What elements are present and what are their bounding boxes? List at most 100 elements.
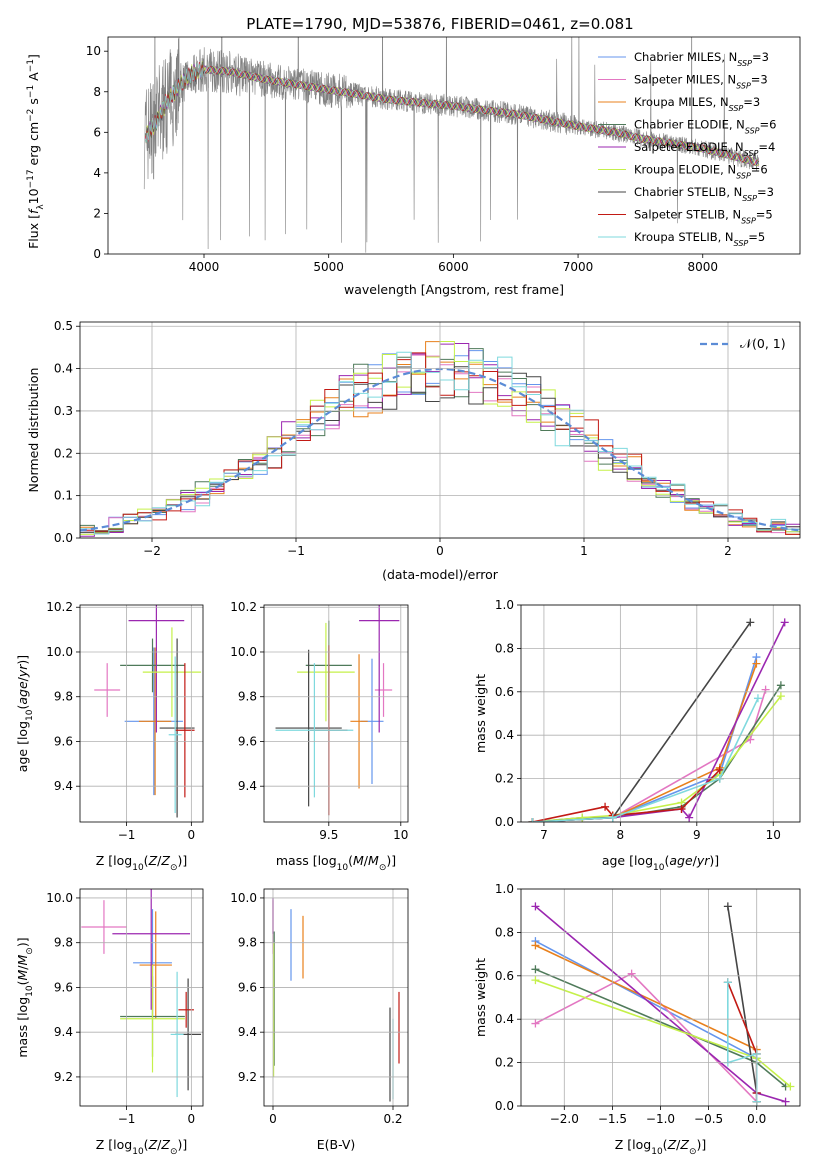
weight-marker (528, 818, 537, 822)
y-tick-label: 9.4 (238, 779, 257, 793)
axis-label: age [log10(age/yr)] (602, 853, 719, 873)
axis-label: age [log10(age/yr)] (15, 655, 35, 772)
y-tick-label: 9.4 (54, 1025, 73, 1039)
spectrum-legend: Chabrier MILES, NSSP=3 Salpeter MILES, NS… (598, 50, 776, 248)
legend-label: Salpeter ELODIE, NSSP=4 (634, 140, 775, 158)
weight-marker (601, 802, 610, 811)
y-tick-label: 6 (93, 125, 101, 139)
weight-marker (531, 1019, 540, 1028)
x-axis-label: wavelength [Angstrom, rest frame] (344, 282, 564, 297)
x-tick-label: −2 (143, 544, 161, 558)
y-tick-label: 0.3 (54, 404, 73, 418)
weight-line (535, 940, 758, 1102)
y-tick-label: 0.6 (495, 685, 514, 699)
x-tick-label: 10 (393, 828, 408, 842)
x-tick-label: 7000 (563, 260, 594, 274)
legend-label: Kroupa STELIB, NSSP=5 (634, 230, 765, 248)
weight-marker (531, 941, 540, 950)
weight-marker (531, 902, 540, 911)
weight-marker (685, 813, 694, 822)
y-tick-label: 10 (86, 44, 101, 58)
y-axis-label: Normed distribution (26, 368, 41, 493)
x-tick-label: −0.5 (694, 1112, 723, 1126)
weight-marker (761, 685, 770, 694)
y-tick-label: 0.5 (54, 319, 73, 333)
model-spectrum-line (145, 62, 760, 165)
age_vs_Z-plot-area (94, 605, 202, 818)
y-axis-label: mass weight (473, 958, 488, 1037)
y-tick-label: 9.2 (54, 1070, 73, 1084)
y-tick-label: 9.4 (54, 779, 73, 793)
axis-label: Z [log10(Z/Z⊙)] (96, 1137, 188, 1157)
x-tick-label: 1 (580, 544, 588, 558)
weight_vs_age-plot-area (528, 618, 789, 822)
y-tick-label: 0.2 (495, 1056, 514, 1070)
x-tick-label: −2.0 (550, 1112, 579, 1126)
y-tick-label: 9.8 (238, 690, 257, 704)
axes-frame (107, 36, 801, 255)
model-spectrum-line (145, 61, 759, 166)
x-tick-label: −1 (287, 544, 305, 558)
weight-marker (677, 804, 686, 813)
y-tick-label: 9.4 (238, 1025, 257, 1039)
axis-label: Z [log10(Z/Z⊙)] (96, 853, 188, 873)
y-tick-label: 0.2 (495, 772, 514, 786)
legend-label: Salpeter STELIB, NSSP=5 (634, 208, 773, 226)
weight-marker (786, 1082, 795, 1091)
weight-marker (531, 976, 540, 985)
mass_vs_EBV-plot-area (272, 897, 400, 1102)
weight-marker (723, 978, 732, 987)
weight-marker (776, 681, 785, 690)
mass_vs_Z-plot-area (81, 889, 202, 1098)
y-tick-label: 0.0 (54, 531, 73, 545)
axes-frame (79, 321, 801, 539)
weight-line (535, 979, 791, 1088)
axes-frame (263, 604, 409, 823)
x-tick-label: 0.0 (747, 1112, 766, 1126)
x-tick-label: 8000 (687, 260, 718, 274)
mass_vs_EBV-panel: 0 0.2 9.2 9.4 9.6 9.8 10.0 E(B-V) (230, 888, 409, 1152)
weight-marker (531, 965, 540, 974)
y-tick-label: 0.8 (495, 925, 514, 939)
y-tick-label: 0 (93, 247, 101, 261)
model-spectrum-line (145, 60, 760, 167)
y-tick-label: 0.0 (495, 815, 514, 829)
legend-label: Salpeter MILES, NSSP=3 (634, 73, 768, 91)
x-tick-label: 0.2 (383, 1112, 402, 1126)
y-tick-label: 1.0 (495, 882, 514, 896)
spectrum-plot-area (143, 37, 760, 253)
y-tick-label: 9.8 (54, 936, 73, 950)
legend-label: Kroupa ELODIE, NSSP=6 (634, 163, 768, 181)
axes-frame (520, 604, 801, 823)
y-tick-label: 10.2 (230, 600, 257, 614)
weight-marker (781, 1097, 790, 1106)
weight-marker (776, 692, 785, 701)
x-tick-label: −1 (118, 828, 136, 842)
x-tick-label: 9 (693, 828, 701, 842)
y-tick-label: 0.4 (495, 728, 514, 742)
y-tick-label: 9.6 (238, 734, 257, 748)
weight-line (532, 621, 751, 822)
x-tick-label: 2 (724, 544, 732, 558)
legend-label: 𝒩(0, 1) (740, 336, 786, 351)
y-tick-label: 9.2 (238, 1070, 257, 1084)
age_vs_mass-panel: 9.5 10 9.4 9.6 9.8 10.0 10.2 mass [log10(M/M⊙)] (230, 600, 409, 873)
x-tick-label: 8 (617, 828, 625, 842)
y-tick-label: 9.6 (54, 980, 73, 994)
age_vs_Z-panel: −1 0 9.4 9.6 9.8 10.0 10.2 Z [log10(Z/Z⊙)] age [… (15, 600, 204, 873)
x-tick-label: −1.0 (646, 1112, 675, 1126)
y-tick-label: 0.4 (54, 362, 73, 376)
weight-line (532, 663, 758, 822)
weight_vs_age-panel: 7 8 9 10 0.0 0.2 0.4 0.6 0.8 1.0 age [log10(age/yr… (473, 598, 801, 873)
figure-title: PLATE=1790, MJD=53876, FIBERID=0461, z=0… (246, 15, 633, 33)
axes-frame (79, 604, 204, 823)
weight-marker (578, 813, 587, 822)
weight-marker (608, 813, 617, 822)
y-tick-label: 4 (93, 166, 101, 180)
weight-marker (752, 659, 761, 668)
weight-marker (715, 765, 724, 774)
y-tick-label: 1.0 (495, 598, 514, 612)
x-tick-label: 4000 (189, 260, 220, 274)
axis-label: Z [log10(Z/Z⊙)] (615, 1137, 707, 1157)
y-tick-label: 10.0 (230, 645, 257, 659)
